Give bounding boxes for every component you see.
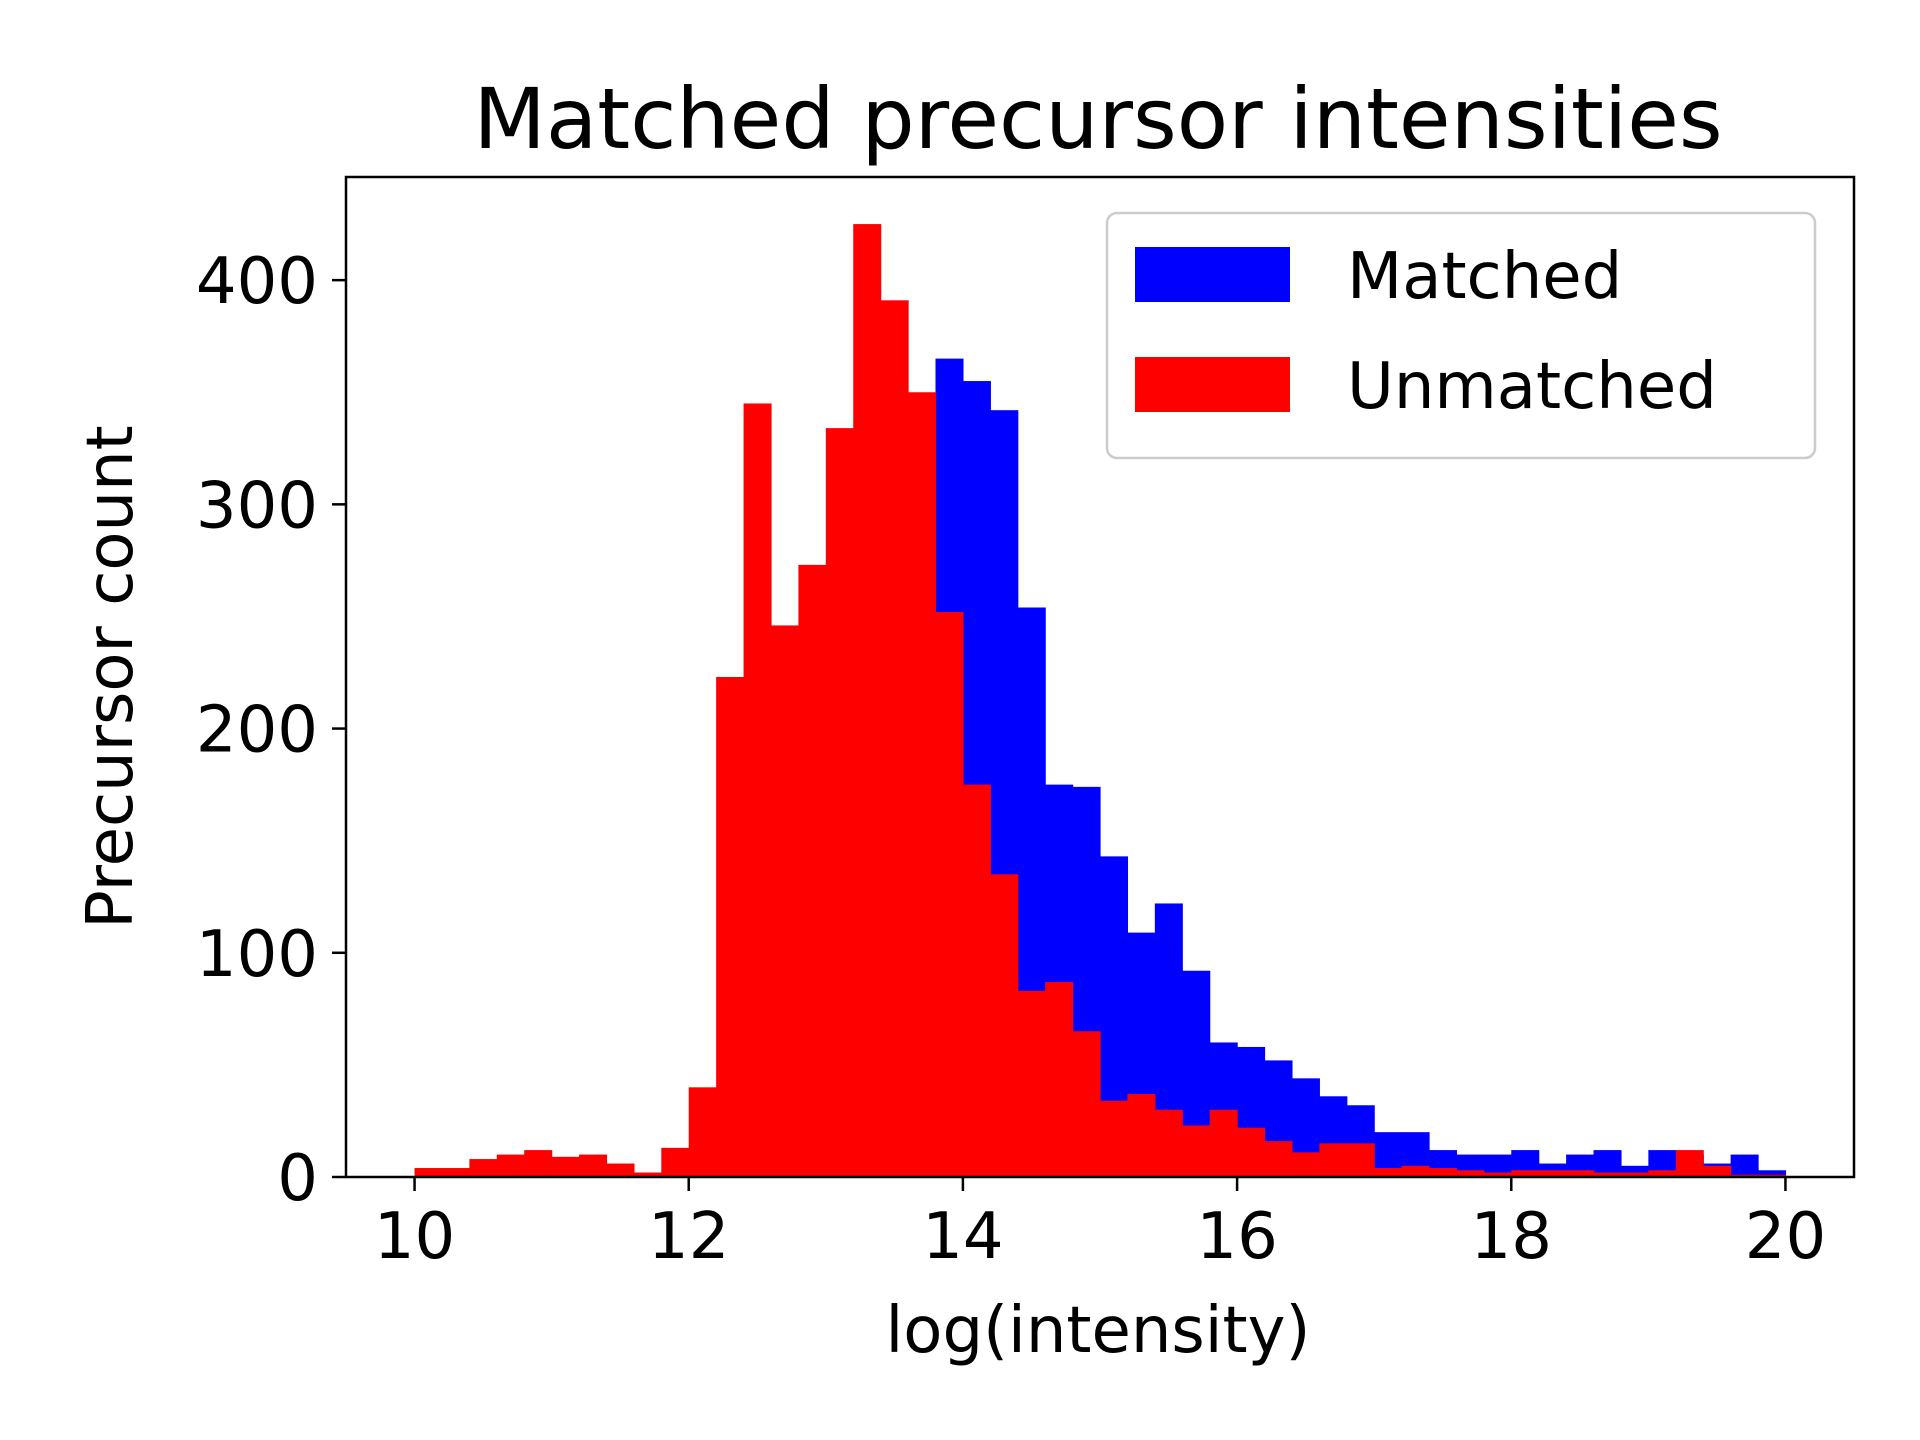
- bar-unmatched-41: [1538, 1170, 1567, 1177]
- bar-unmatched-39: [1483, 1172, 1512, 1177]
- legend-swatch-matched: [1135, 247, 1290, 302]
- bar-unmatched-28: [1182, 1125, 1211, 1177]
- legend-swatch-unmatched: [1135, 357, 1290, 412]
- x-axis-label: log(intensity): [886, 1294, 1311, 1368]
- legend: Matched Unmatched: [1105, 211, 1817, 460]
- unmatched-bars: [414, 224, 1787, 1178]
- x-tick-label: 16: [1196, 1200, 1277, 1274]
- y-tick-label: 200: [196, 694, 318, 768]
- bar-unmatched-37: [1429, 1168, 1458, 1177]
- bar-unmatched-32: [1291, 1152, 1320, 1177]
- legend-label-unmatched: Unmatched: [1347, 350, 1717, 424]
- y-tick-label: 100: [196, 918, 318, 992]
- chart-title: Matched precursor intensities: [473, 70, 1722, 168]
- bar-unmatched-27: [1154, 1109, 1183, 1177]
- bar-unmatched-42: [1566, 1170, 1595, 1177]
- bar-unmatched-6: [579, 1154, 608, 1177]
- x-tick-label: 14: [922, 1200, 1003, 1274]
- bar-unmatched-33: [1319, 1143, 1348, 1177]
- bar-unmatched-35: [1374, 1168, 1403, 1177]
- bar-unmatched-13: [770, 625, 799, 1177]
- bar-unmatched-8: [633, 1172, 662, 1177]
- bar-unmatched-11: [716, 677, 745, 1177]
- bar-unmatched-18: [908, 392, 937, 1177]
- bar-matched-43: [1593, 1150, 1622, 1177]
- x-tick-label: 10: [374, 1200, 455, 1274]
- bar-unmatched-10: [688, 1087, 717, 1177]
- bar-unmatched-20: [962, 784, 991, 1177]
- x-tick-label: 12: [648, 1200, 729, 1274]
- bar-matched-48: [1730, 1154, 1759, 1177]
- bar-unmatched-21: [990, 874, 1019, 1177]
- bar-unmatched-15: [825, 428, 854, 1177]
- bar-matched-49: [1758, 1170, 1787, 1177]
- bar-unmatched-22: [1017, 990, 1046, 1177]
- bar-unmatched-29: [1209, 1109, 1238, 1177]
- bar-matched-44: [1620, 1165, 1649, 1177]
- bar-unmatched-25: [1100, 1100, 1129, 1177]
- bar-unmatched-45: [1648, 1170, 1677, 1177]
- y-tick-label: 300: [196, 469, 318, 543]
- bar-unmatched-23: [1045, 981, 1074, 1177]
- y-axis-label: Precursor count: [74, 425, 148, 929]
- bar-unmatched-47: [1703, 1165, 1732, 1177]
- bar-unmatched-7: [606, 1163, 635, 1177]
- bar-unmatched-40: [1511, 1170, 1540, 1177]
- x-tick-label: 18: [1471, 1200, 1552, 1274]
- bar-unmatched-43: [1593, 1172, 1622, 1177]
- bar-unmatched-9: [661, 1147, 690, 1177]
- y-axis: 0 100 200 300 400: [196, 245, 346, 1216]
- plot-frame: [344, 175, 1856, 1179]
- bar-unmatched-5: [551, 1156, 580, 1177]
- x-tick-label: 20: [1745, 1200, 1826, 1274]
- bar-unmatched-26: [1127, 1094, 1156, 1177]
- bar-unmatched-38: [1456, 1170, 1485, 1177]
- bar-unmatched-3: [496, 1154, 525, 1177]
- bar-unmatched-44: [1620, 1172, 1649, 1177]
- bar-unmatched-19: [935, 611, 964, 1177]
- bar-unmatched-30: [1237, 1127, 1266, 1177]
- bar-unmatched-16: [853, 224, 882, 1177]
- bar-unmatched-0: [414, 1168, 443, 1177]
- bar-unmatched-46: [1675, 1150, 1704, 1177]
- x-axis: 10 12 14 16 18 20: [374, 1177, 1826, 1274]
- bar-unmatched-12: [743, 403, 772, 1177]
- bar-unmatched-14: [798, 564, 827, 1177]
- bar-unmatched-1: [441, 1168, 470, 1177]
- y-tick-label: 0: [277, 1142, 318, 1216]
- bar-unmatched-36: [1401, 1165, 1430, 1177]
- bar-matched-39: [1483, 1154, 1512, 1177]
- bar-unmatched-2: [469, 1159, 498, 1177]
- legend-label-matched: Matched: [1347, 240, 1622, 314]
- bar-unmatched-31: [1264, 1141, 1293, 1177]
- y-tick-label: 400: [196, 245, 318, 319]
- bar-unmatched-4: [524, 1150, 553, 1177]
- bar-unmatched-17: [880, 300, 909, 1178]
- bar-unmatched-24: [1072, 1031, 1101, 1177]
- bar-unmatched-34: [1346, 1143, 1375, 1177]
